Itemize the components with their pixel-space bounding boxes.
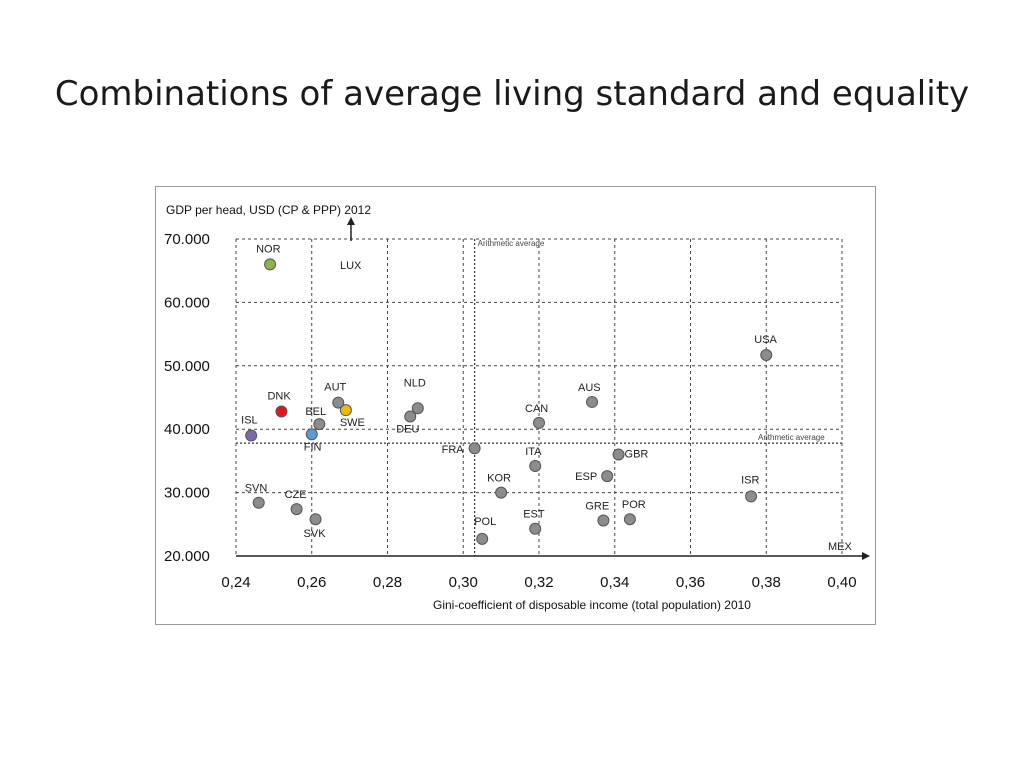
x-tick-label: 0,32 (524, 574, 553, 591)
point-label-fin: FIN (304, 441, 322, 453)
data-point-esp (601, 470, 614, 483)
data-point-isr (745, 490, 758, 503)
data-points: NOR DNK SWE FIN ISL AUT BEL NLD DEU FRA CAN AUS USA I… (241, 243, 778, 545)
y-tick-label: 30.000 (164, 485, 210, 502)
x-tick-label: 0,24 (221, 574, 250, 591)
point-label-fra: FRA (442, 444, 465, 456)
point-label-cze: CZE (285, 489, 307, 501)
scatter-chart: Arithmetic average Arithmetic average GDP… (164, 203, 870, 612)
x-axis-title: Gini-coefficient of disposable income (t… (433, 598, 751, 612)
y-tick-label: 40.000 (164, 421, 210, 438)
x-axis-arrow (862, 552, 870, 560)
lux-arrow-head (347, 217, 355, 225)
point-label-esp: ESP (575, 471, 597, 483)
point-label-isl: ISL (241, 415, 258, 427)
data-point-est (529, 522, 542, 535)
point-label-isr: ISR (741, 474, 759, 486)
data-point-kor (495, 486, 508, 499)
data-point-dnk (275, 405, 288, 418)
point-label-por: POR (622, 499, 646, 511)
data-point-isl (245, 429, 258, 442)
y-tick-label: 70.000 (164, 231, 210, 248)
data-point-gbr (612, 448, 625, 461)
point-label-ita: ITA (525, 446, 542, 458)
data-point-por (623, 513, 636, 526)
point-label-bel: BEL (305, 406, 326, 418)
point-label-aus: AUS (578, 382, 601, 394)
avg-label-horizontal: Arithmetic average (758, 433, 825, 442)
x-tick-label: 0,40 (827, 574, 856, 591)
x-tick-label: 0,30 (449, 574, 478, 591)
mex-label: MEX (828, 541, 853, 553)
x-tick-label: 0,26 (297, 574, 326, 591)
data-point-usa (760, 349, 773, 362)
axes (236, 217, 870, 560)
x-tick-label: 0,38 (752, 574, 781, 591)
point-label-pol: POL (474, 516, 496, 528)
point-label-nld: NLD (404, 377, 426, 389)
point-label-dnk: DNK (267, 390, 291, 402)
chart-frame: Arithmetic average Arithmetic average GDP… (155, 186, 876, 625)
point-label-aut: AUT (324, 382, 346, 394)
x-tick-label: 0,34 (600, 574, 629, 591)
point-label-est: EST (523, 509, 545, 521)
data-point-can (533, 416, 545, 429)
point-label-swe: SWE (340, 417, 365, 429)
grid-layer (235, 238, 843, 556)
data-point-svn (252, 496, 265, 509)
slide-title: Combinations of average living standard … (54, 74, 970, 114)
y-tick-label: 20.000 (164, 548, 210, 565)
data-point-deu (404, 410, 417, 423)
y-axis-title: GDP per head, USD (CP & PPP) 2012 (166, 203, 371, 217)
tick-labels: 0,24 0,26 0,28 0,30 0,32 0,34 0,36 0,38 0,40 20.0… (164, 231, 857, 591)
point-label-can: CAN (525, 403, 548, 415)
lux-label: LUX (340, 260, 362, 272)
data-point-gre (597, 514, 610, 527)
point-label-gbr: GBR (625, 449, 649, 461)
point-label-svk: SVK (304, 528, 327, 540)
data-point-fin (305, 428, 318, 441)
point-label-usa: USA (754, 334, 777, 346)
point-label-svn: SVN (245, 483, 268, 495)
data-point-aus (586, 395, 599, 408)
avg-label-vertical: Arithmetic average (478, 239, 545, 248)
x-tick-label: 0,28 (373, 574, 402, 591)
data-point-ita (529, 459, 542, 472)
data-point-cze (290, 503, 303, 516)
data-point-aut (332, 396, 345, 409)
point-label-gre: GRE (585, 500, 609, 512)
data-point-bel (313, 418, 326, 431)
y-tick-label: 60.000 (164, 294, 210, 311)
point-label-nor: NOR (256, 243, 281, 255)
point-label-kor: KOR (487, 473, 511, 485)
y-tick-label: 50.000 (164, 358, 210, 375)
reference-lines: Arithmetic average Arithmetic average (236, 239, 842, 556)
point-label-deu: DEU (396, 424, 419, 436)
data-point-svk (309, 513, 322, 526)
data-point-swe (339, 404, 352, 417)
data-point-fra (468, 442, 481, 455)
x-tick-label: 0,36 (676, 574, 705, 591)
data-point-nld (411, 402, 424, 415)
data-point-pol (476, 532, 489, 545)
data-point-nor (264, 258, 277, 271)
